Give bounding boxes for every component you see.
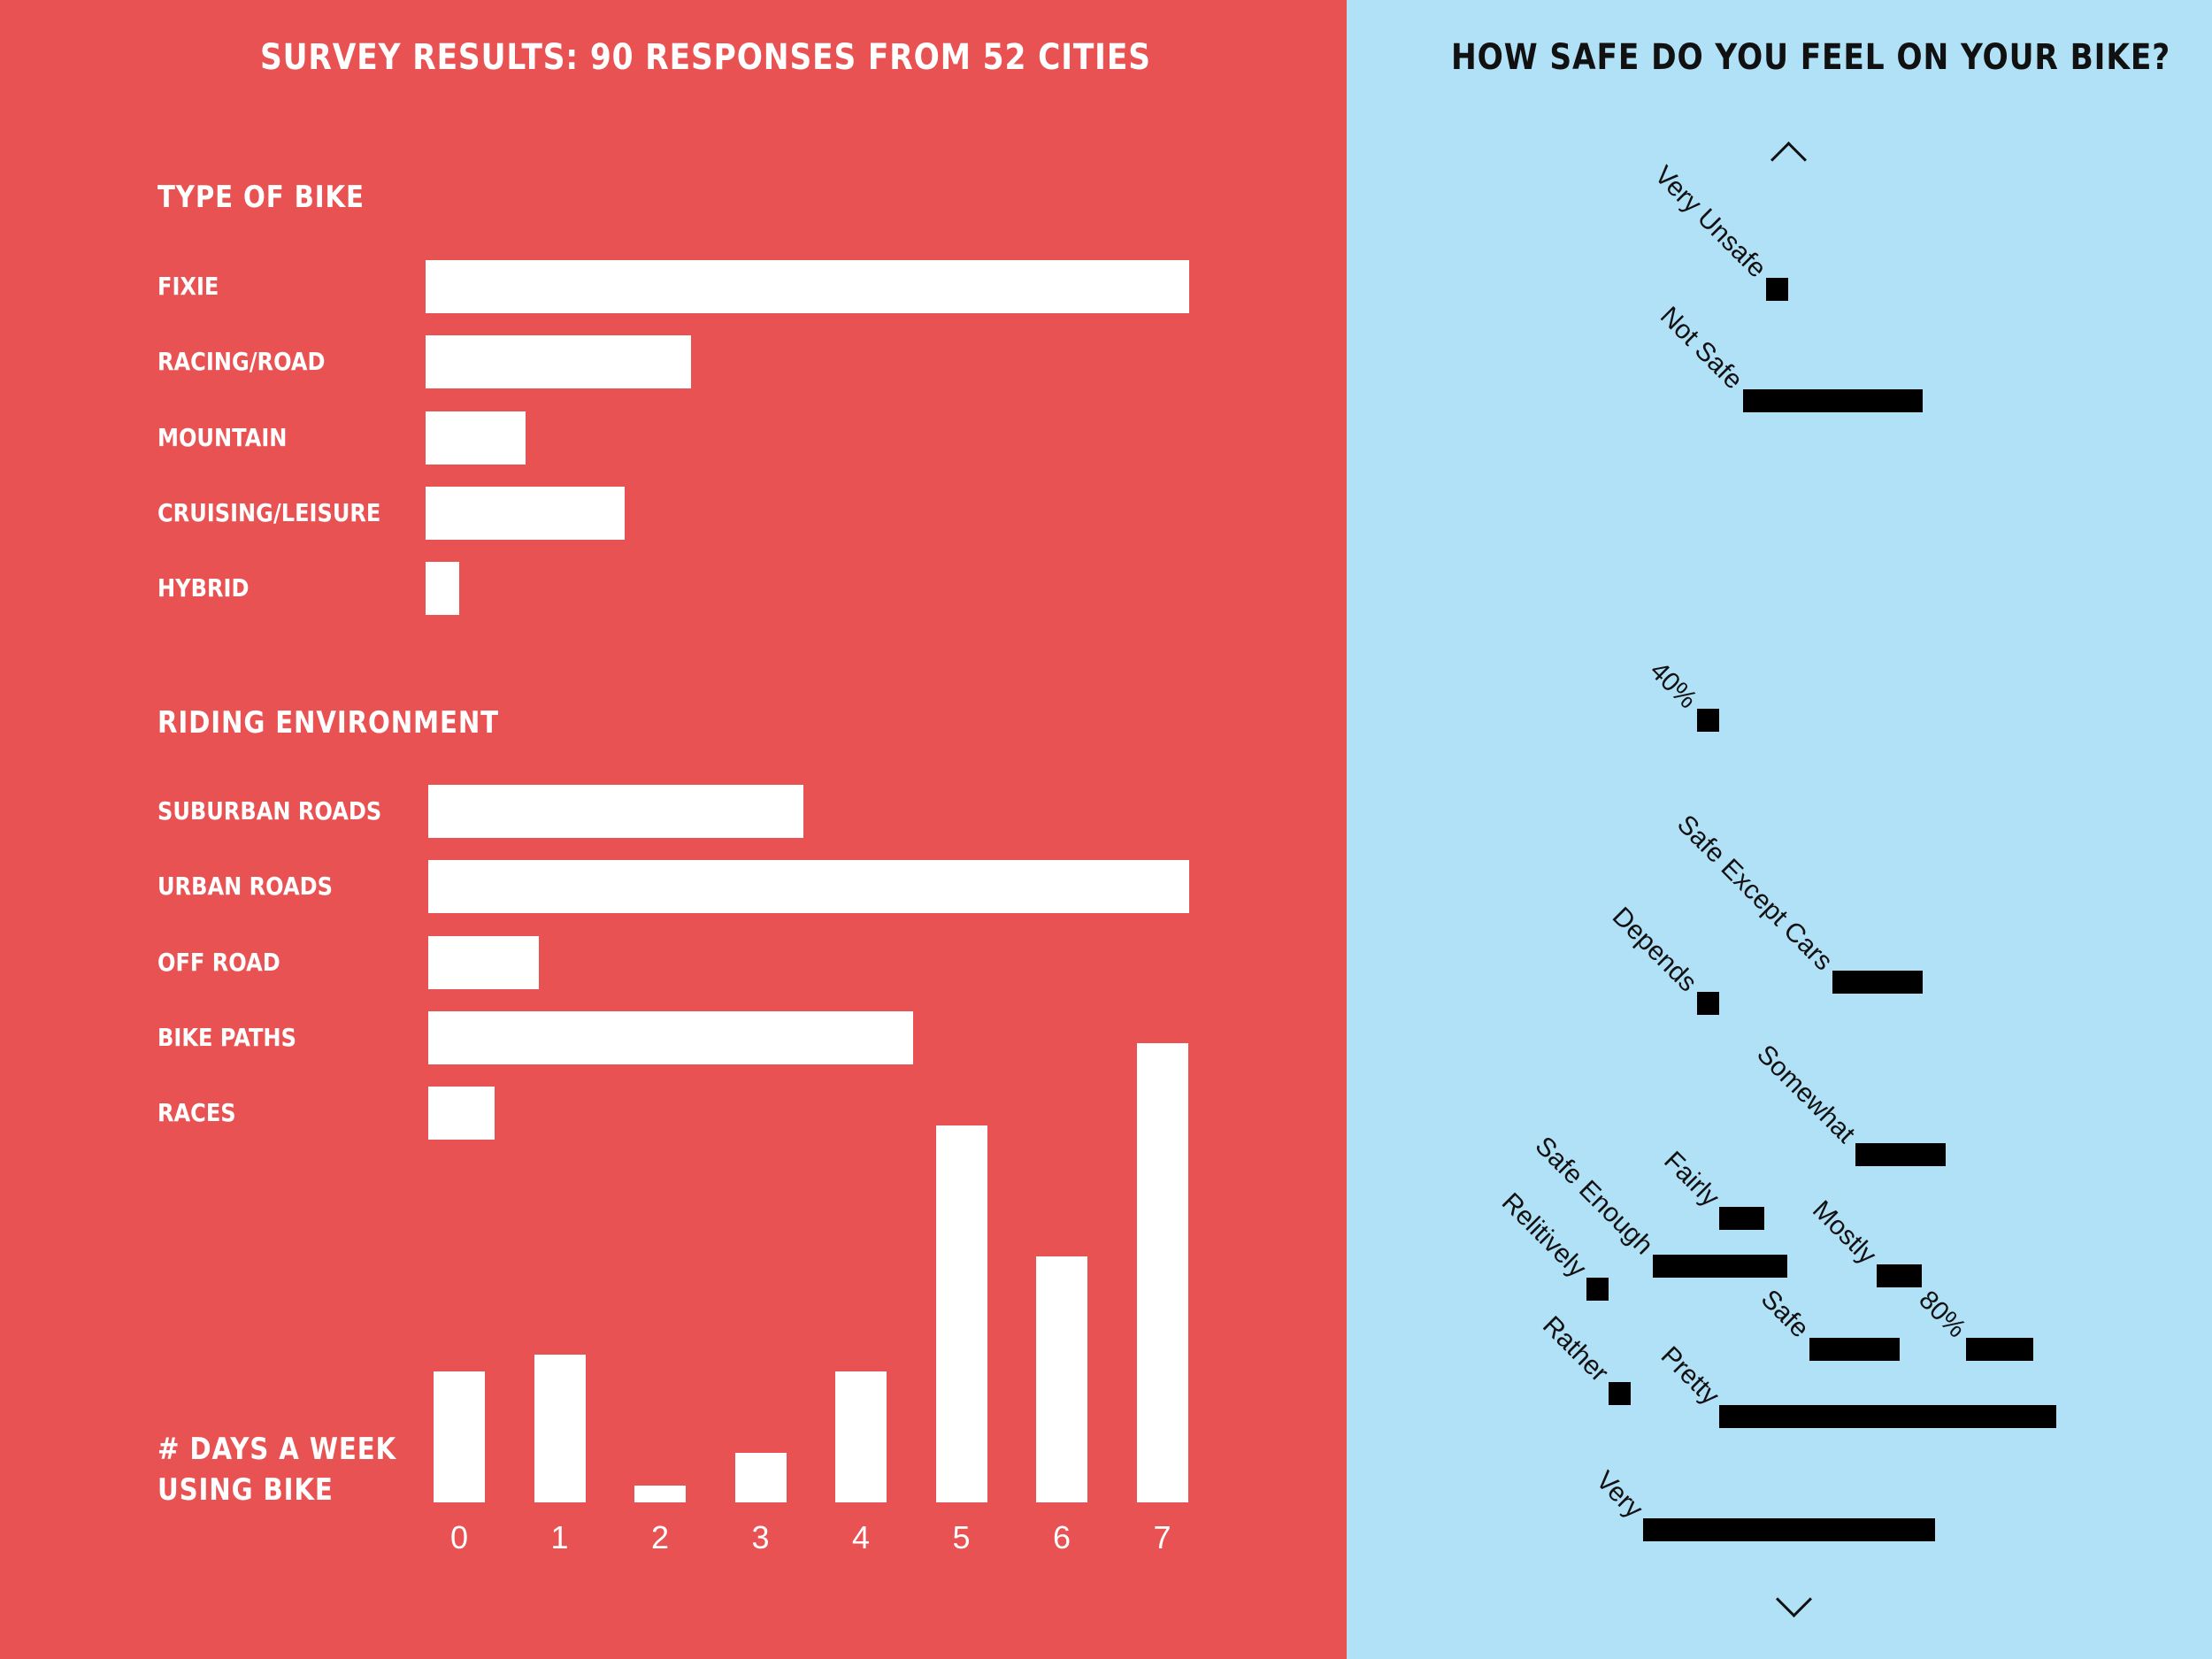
- response-bar: [1697, 992, 1719, 1015]
- response-bar: [1877, 1264, 1922, 1287]
- bar: [428, 935, 539, 989]
- response-bar: [1653, 1255, 1787, 1278]
- response-bar: [1766, 278, 1788, 301]
- bar: [1036, 1256, 1087, 1502]
- days-chart-title-line: USING BIKE: [157, 1472, 334, 1508]
- bar: [935, 1125, 987, 1502]
- survey-results-panel: SURVEY RESULTS: 90 RESPONSES FROM 52 CIT…: [0, 0, 1347, 1659]
- x-tick-label: 2: [650, 1519, 670, 1555]
- category-label: OFF ROAD: [157, 947, 280, 977]
- response-bar: [1743, 389, 1923, 412]
- response-bar: [1609, 1382, 1631, 1405]
- x-tick-label: 3: [751, 1519, 770, 1555]
- category-label: HYBRID: [157, 573, 250, 603]
- category-label: FIXIE: [157, 272, 219, 301]
- response-bar: [1643, 1518, 1935, 1541]
- category-label: RACING/ROAD: [157, 347, 326, 377]
- bar: [634, 1486, 686, 1502]
- bar: [426, 486, 625, 540]
- response-bar: [1809, 1338, 1900, 1361]
- bar: [534, 1355, 586, 1502]
- x-tick-label: 1: [550, 1519, 569, 1555]
- bar: [426, 411, 526, 465]
- safety-panel: [1347, 0, 2212, 1659]
- x-tick-label: 0: [449, 1519, 469, 1555]
- days-chart-title: # DAYS A WEEK USING BIKE: [157, 1429, 396, 1510]
- bar: [426, 335, 691, 389]
- bar: [428, 1087, 495, 1141]
- chart-title: RIDING ENVIRONMENT: [157, 705, 499, 741]
- response-bar: [1966, 1338, 2033, 1361]
- category-label: SUBURBAN ROADS: [157, 796, 382, 826]
- x-tick-label: 4: [851, 1519, 871, 1555]
- left-panel-title: SURVEY RESULTS: 90 RESPONSES FROM 52 CIT…: [260, 37, 1151, 78]
- x-tick-label: 6: [1052, 1519, 1071, 1555]
- days-chart-title-line: # DAYS A WEEK: [157, 1432, 397, 1467]
- bar: [426, 562, 459, 616]
- bar: [426, 260, 1189, 313]
- response-bar: [1697, 709, 1719, 732]
- chart-title: TYPE OF BIKE: [157, 180, 365, 215]
- bar: [1136, 1043, 1188, 1502]
- response-bar: [1719, 1207, 1764, 1230]
- category-label: BIKE PATHS: [157, 1022, 296, 1052]
- category-label: URBAN ROADS: [157, 872, 333, 902]
- bar: [434, 1371, 485, 1502]
- bar: [835, 1371, 887, 1502]
- bar: [428, 860, 1189, 914]
- response-bar: [1832, 971, 1923, 994]
- category-label: CRUISING/LEISURE: [157, 497, 381, 527]
- x-tick-label: 5: [952, 1519, 971, 1555]
- category-label: MOUNTAIN: [157, 422, 288, 452]
- bar: [428, 785, 803, 838]
- right-panel-title: HOW SAFE DO YOU FEEL ON YOUR BIKE?: [1451, 37, 2171, 78]
- response-bar: [1719, 1405, 2056, 1428]
- bar: [428, 1010, 913, 1064]
- response-bar: [1855, 1143, 1946, 1166]
- x-tick-label: 7: [1153, 1519, 1171, 1555]
- bar: [734, 1453, 787, 1502]
- category-label: RACES: [157, 1098, 236, 1128]
- response-bar: [1586, 1278, 1609, 1301]
